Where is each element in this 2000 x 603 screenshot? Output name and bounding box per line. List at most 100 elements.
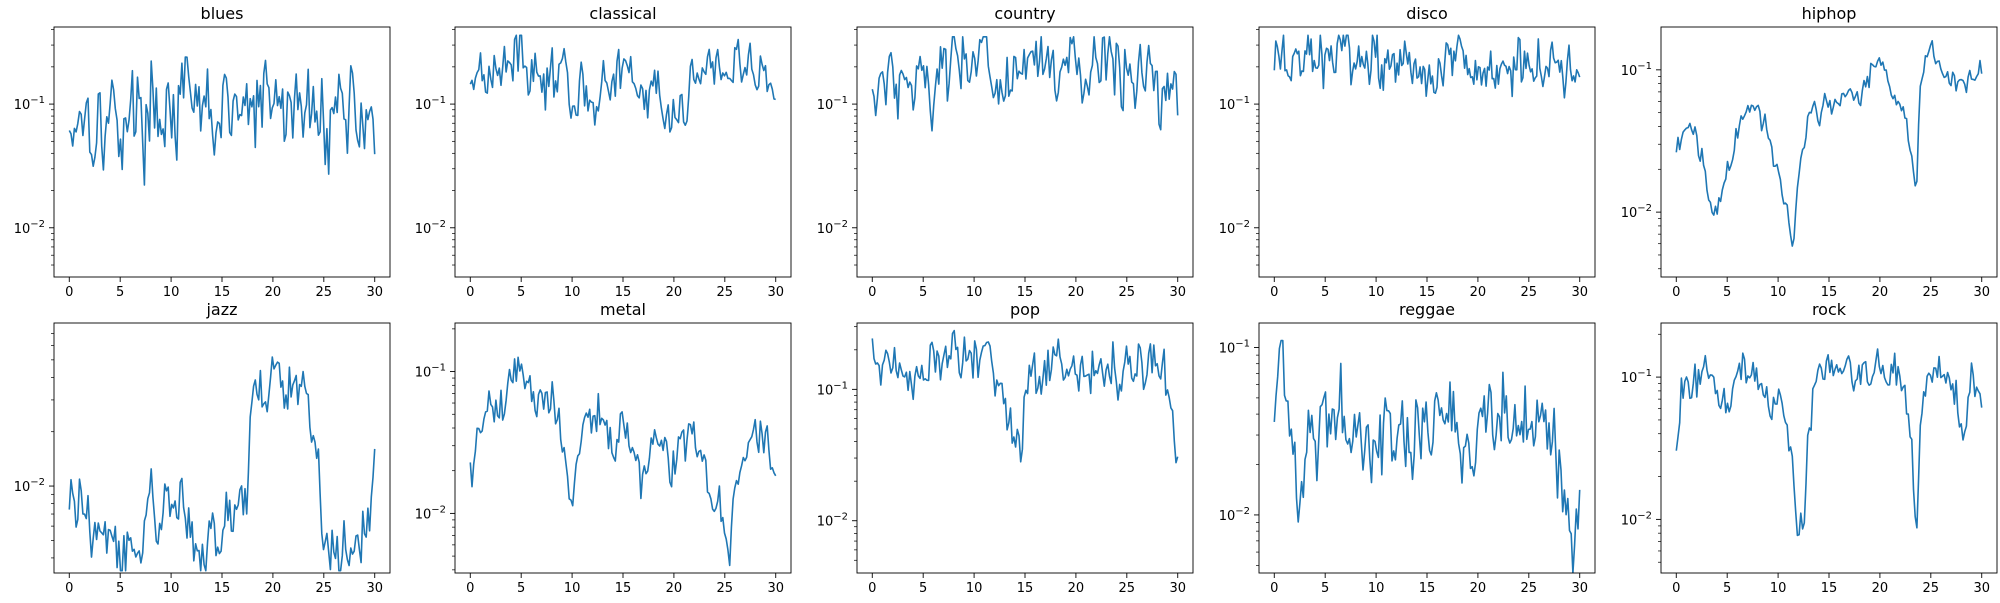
x-tick-label: 25 [1923,581,1940,596]
subplot-title: blues [201,4,244,23]
x-tick-label: 30 [366,581,383,596]
subplot-reggae: reggae 0 5 10 15 20 25 30 10−2 10−1 [1219,300,1596,596]
x-tick-label: 10 [1368,581,1385,596]
x-tick-label: 5 [116,581,124,596]
x-tick-label: 25 [717,285,734,300]
x-tick-label: 20 [1068,285,1085,300]
x-tick-label: 15 [615,581,632,596]
series-line [68,56,376,186]
y-tick-label: 10−1 [415,363,446,381]
x-tick-label: 15 [1419,285,1436,300]
x-tick-label: 20 [666,581,683,596]
y-tick-label: 10−2 [1621,203,1652,221]
x-tick-label: 25 [717,581,734,596]
axes-frame [1258,322,1596,574]
y-tick-label: 10−1 [1621,368,1652,386]
x-tick-label: 0 [1270,285,1278,300]
series-line [871,35,1179,132]
x-tick-label: 5 [1321,285,1329,300]
series-line [1273,339,1581,573]
subplot-title: metal [600,300,646,319]
x-tick-label: 20 [1068,581,1085,596]
x-tick-label: 10 [163,285,180,300]
subplot-pop: pop 0 5 10 15 20 25 30 10−2 10−1 [817,300,1194,596]
y-tick-label: 10−2 [415,219,446,237]
x-tick-label: 25 [316,581,333,596]
x-tick-label: 5 [517,285,525,300]
subplot-classical: classical 0 5 10 15 20 25 30 10−2 10−1 [415,4,792,300]
x-tick-label: 15 [1821,285,1838,300]
subplot-title: reggae [1399,300,1455,319]
x-tick-label: 20 [1872,581,1889,596]
y-tick-label: 10−2 [14,219,45,237]
x-tick-label: 10 [1770,285,1787,300]
x-tick-label: 5 [1723,581,1731,596]
y-tick-label: 10−1 [14,95,45,113]
x-tick-label: 30 [1169,285,1186,300]
x-tick-label: 0 [466,285,474,300]
series-line [68,356,376,572]
x-tick-label: 20 [1470,285,1487,300]
subplot-disco: disco 0 5 10 15 20 25 30 10−2 10−1 [1219,4,1596,300]
x-tick-label: 30 [1571,285,1588,300]
x-tick-label: 0 [1270,581,1278,596]
series-line [469,34,776,133]
subplot-hiphop: hiphop 0 5 10 15 20 25 30 10−2 10−1 [1621,4,1998,300]
y-tick-label: 10−2 [415,504,446,522]
y-tick-label: 10−1 [1621,61,1652,79]
x-tick-label: 30 [1571,581,1588,596]
x-tick-label: 10 [564,285,581,300]
x-tick-label: 5 [919,581,927,596]
series-line [871,329,1179,464]
x-tick-label: 10 [163,581,180,596]
x-tick-label: 5 [517,581,525,596]
x-tick-label: 5 [919,285,927,300]
subplot-title: classical [589,4,656,23]
subplot-rock: rock 0 5 10 15 20 25 30 10−2 10−1 [1621,300,1998,596]
x-tick-label: 0 [868,581,876,596]
x-tick-label: 20 [1872,285,1889,300]
y-tick-label: 10−2 [1219,506,1250,524]
x-tick-label: 15 [1419,581,1436,596]
x-tick-label: 15 [1821,581,1838,596]
subplot-title: pop [1010,300,1040,319]
x-tick-label: 10 [564,581,581,596]
x-tick-label: 15 [1017,581,1034,596]
x-tick-label: 30 [1169,581,1186,596]
x-tick-label: 20 [1470,581,1487,596]
x-tick-label: 25 [316,285,333,300]
series-line [469,356,777,567]
subplot-blues: blues 0 5 10 15 20 25 30 10−2 10−1 [14,4,391,300]
series-line [1675,39,1983,247]
x-tick-label: 30 [1973,581,1990,596]
subplot-country: country 0 5 10 15 20 25 30 10−2 10−1 [817,4,1194,300]
x-tick-label: 30 [767,581,784,596]
x-tick-label: 0 [1672,285,1680,300]
x-tick-label: 15 [214,285,231,300]
x-tick-label: 0 [65,581,73,596]
x-tick-label: 10 [966,285,983,300]
y-tick-label: 10−2 [817,512,848,530]
y-tick-label: 10−1 [415,95,446,113]
x-tick-label: 15 [615,285,632,300]
axes-frame [1660,26,1998,278]
axes-frame [1258,26,1596,278]
y-tick-label: 10−2 [1621,510,1652,528]
x-tick-label: 5 [1723,285,1731,300]
x-tick-label: 15 [214,581,231,596]
x-tick-label: 15 [1017,285,1034,300]
x-tick-label: 30 [767,285,784,300]
axes-frame [856,322,1194,574]
x-tick-label: 20 [265,581,282,596]
x-tick-label: 25 [1923,285,1940,300]
y-tick-label: 10−1 [1219,95,1250,113]
x-tick-label: 5 [116,285,124,300]
y-tick-label: 10−2 [1219,219,1250,237]
x-tick-label: 20 [666,285,683,300]
y-tick-label: 10−1 [817,380,848,398]
y-tick-label: 10−1 [817,95,848,113]
x-tick-label: 0 [868,285,876,300]
y-tick-label: 10−2 [14,477,45,495]
x-tick-label: 0 [1672,581,1680,596]
